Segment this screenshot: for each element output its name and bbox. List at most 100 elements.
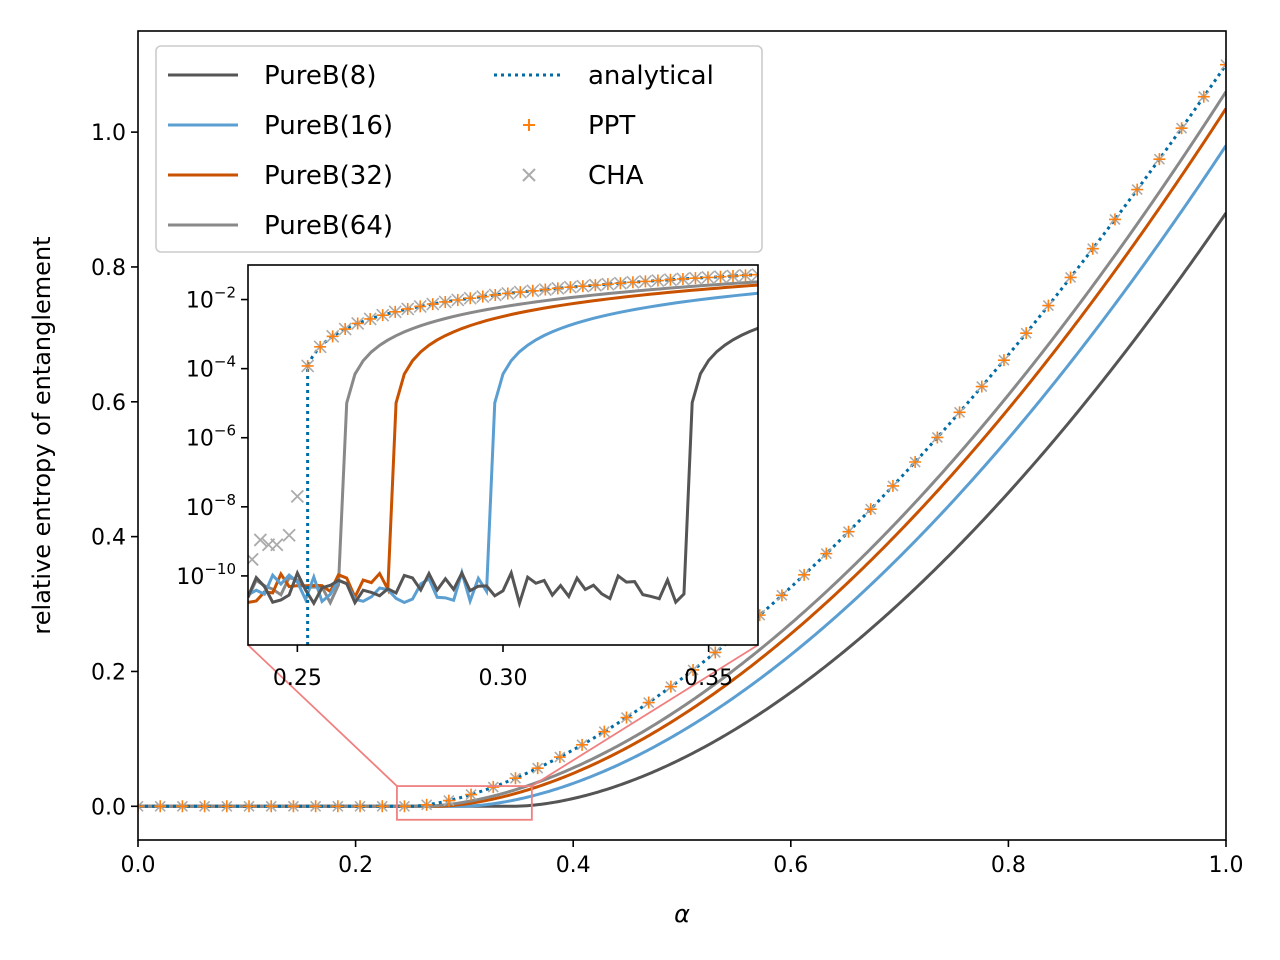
inset-ppt-marker: [689, 272, 702, 285]
ppt-marker: [531, 762, 544, 775]
ppt-marker: [842, 525, 855, 538]
inset-ppt-marker: [376, 309, 389, 322]
cha-marker: [1220, 59, 1226, 71]
inset-ppt-marker: [389, 305, 402, 318]
ppt-marker: [220, 800, 233, 813]
inset-cha-marker: [751, 268, 758, 282]
inset-ppt-marker: [614, 277, 627, 290]
inset-y-tick-label: 10−6: [186, 422, 236, 452]
inset-ppt-marker: [476, 290, 489, 303]
inset-ppt-marker: [664, 273, 677, 286]
ppt-marker: [265, 800, 278, 813]
ppt-marker: [864, 503, 877, 516]
inset-ppt-marker: [626, 276, 639, 289]
inset-x-tick-label: 0.35: [684, 666, 733, 691]
ppt-marker: [687, 663, 700, 676]
inset-y-tick-label: 10−4: [186, 353, 236, 383]
ppt-marker: [1064, 271, 1077, 284]
ppt-marker: [1175, 122, 1188, 135]
cha-marker: [138, 800, 144, 812]
ppt-marker: [775, 589, 788, 602]
legend-label: PureB(8): [264, 61, 376, 91]
ppt-marker: [1153, 153, 1166, 166]
ppt-marker: [642, 696, 655, 709]
ppt-marker: [442, 794, 455, 807]
legend: PureB(8) PureB(16) PureB(32) PureB(64) analy…: [155, 45, 763, 253]
ppt-marker: [331, 800, 344, 813]
inset-ppt-marker: [339, 323, 352, 336]
inset-y-tick-label: 10−2: [186, 284, 236, 314]
ppt-marker: [931, 431, 944, 444]
y-tick-label: 0.2: [91, 660, 126, 685]
x-tick-label: 0.0: [121, 853, 156, 878]
ppt-marker: [376, 800, 389, 813]
x-tick-label: 0.4: [556, 853, 591, 878]
legend-label: PureB(32): [264, 161, 393, 191]
y-tick-label: 0.0: [91, 795, 126, 820]
ppt-marker: [287, 800, 300, 813]
inset-ppt-marker: [501, 287, 514, 300]
inset-ppt-marker: [439, 295, 452, 308]
inset-ppt-marker: [489, 288, 502, 301]
y-tick-label: 0.6: [91, 391, 126, 416]
inset-ppt-marker: [676, 272, 689, 285]
main-curves: [138, 58, 1226, 813]
ppt-marker: [509, 772, 522, 785]
inset-ppt-marker: [601, 278, 614, 291]
x-tick-label: 1.0: [1209, 853, 1244, 878]
x-tick-label: 0.2: [338, 853, 373, 878]
inset-plot: 0.25 0.30 0.35 10−2 10−4 10−6 10−8 10−10: [176, 264, 759, 691]
ppt-marker: [598, 725, 611, 738]
ppt-marker: [1197, 90, 1210, 103]
main-axes-frame: [137, 30, 1227, 841]
ppt-marker: [138, 800, 144, 813]
main-plot: 0.0 0.2 0.4 0.6 0.8 1.0 0.0 0.2 0.4 0.6 0.8 1.0 α rel…: [28, 30, 1244, 928]
legend-label: PureB(64): [264, 211, 393, 241]
ppt-marker: [886, 479, 899, 492]
legend-swatch: [523, 119, 535, 131]
inset-ppt-marker: [314, 340, 327, 353]
ppt-marker: [975, 380, 988, 393]
ppt-marker: [176, 800, 189, 813]
inset-ppt-marker: [514, 286, 527, 299]
inset-ppt-marker: [551, 282, 564, 295]
legend-label: PPT: [588, 111, 635, 141]
ppt-marker: [487, 781, 500, 794]
inset-cha-marker: [253, 533, 267, 547]
ppt-marker: [420, 798, 433, 811]
x-axis-label: α: [674, 900, 690, 928]
inset-cha-marker: [282, 528, 296, 542]
ppt-marker: [1020, 327, 1033, 340]
inset-background: [248, 265, 758, 645]
ppt-marker: [1220, 58, 1226, 71]
ppt-marker: [553, 751, 566, 764]
ppt-marker: [798, 568, 811, 581]
inset-series-line-pureb64: [248, 280, 758, 607]
ppt-marker: [354, 800, 367, 813]
ppt-marker: [664, 680, 677, 693]
inset-cha-marker: [290, 489, 304, 504]
inset-ppt-marker: [639, 275, 652, 288]
inset-cha-marker: [270, 538, 284, 552]
inset-series-line-pureb16: [248, 291, 758, 606]
ppt-marker: [620, 711, 633, 724]
inset-ppt-marker: [726, 270, 739, 283]
inset-ppt-marker: [364, 312, 377, 325]
inset-y-tick-label: 10−8: [186, 491, 236, 521]
y-axis-label: relative entropy of entanglement: [28, 236, 56, 634]
zoom-connector-right: [531, 644, 759, 787]
inset-ppt-marker: [351, 317, 364, 330]
legend-box: [155, 45, 763, 253]
ppt-marker: [1131, 183, 1144, 196]
ppt-marker: [465, 788, 478, 801]
ppt-marker: [997, 354, 1010, 367]
y-tick-label: 1.0: [91, 121, 126, 146]
inset-ppt-marker: [464, 292, 477, 305]
ppt-marker: [820, 547, 833, 560]
inset-ppt-marker: [401, 302, 414, 315]
inset-ppt-marker: [651, 274, 664, 287]
ppt-marker: [154, 800, 167, 813]
y-tick-label: 0.8: [91, 256, 126, 281]
ppt-marker: [576, 738, 589, 751]
